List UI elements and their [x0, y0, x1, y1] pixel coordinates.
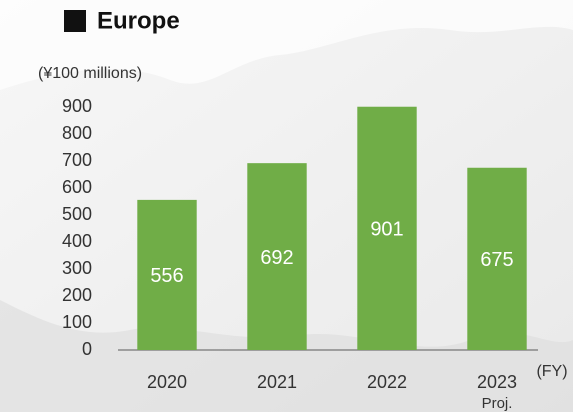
x-tick-label: 2023	[477, 372, 517, 392]
value-label: 675	[480, 249, 513, 271]
y-tick-label: 0	[82, 339, 92, 359]
y-tick-label: 600	[62, 177, 92, 197]
title-square	[64, 10, 86, 32]
value-label: 556	[150, 265, 183, 287]
x-tick-label: 2021	[257, 372, 297, 392]
y-tick-label: 800	[62, 123, 92, 143]
y-tick-label: 200	[62, 285, 92, 305]
bar	[247, 163, 307, 350]
x-tick-label: 2020	[147, 372, 187, 392]
y-tick-label: 400	[62, 231, 92, 251]
y-tick-label: 100	[62, 312, 92, 332]
y-tick-label: 500	[62, 204, 92, 224]
x-tick-sublabel: Proj.	[482, 395, 513, 412]
chart-title: Europe	[97, 7, 180, 34]
x-tick-label: 2022	[367, 372, 407, 392]
map-sea	[0, 0, 573, 90]
unit-label: (¥100 millions)	[38, 65, 142, 82]
x-axis-unit: (FY)	[536, 363, 567, 380]
bar	[467, 167, 527, 350]
bar	[137, 199, 197, 350]
y-tick-label: 700	[62, 150, 92, 170]
map-land	[0, 300, 573, 412]
y-tick-label: 900	[62, 96, 92, 116]
bar	[357, 106, 417, 350]
y-tick-label: 300	[62, 258, 92, 278]
value-label: 692	[260, 247, 293, 269]
value-label: 901	[370, 219, 403, 241]
